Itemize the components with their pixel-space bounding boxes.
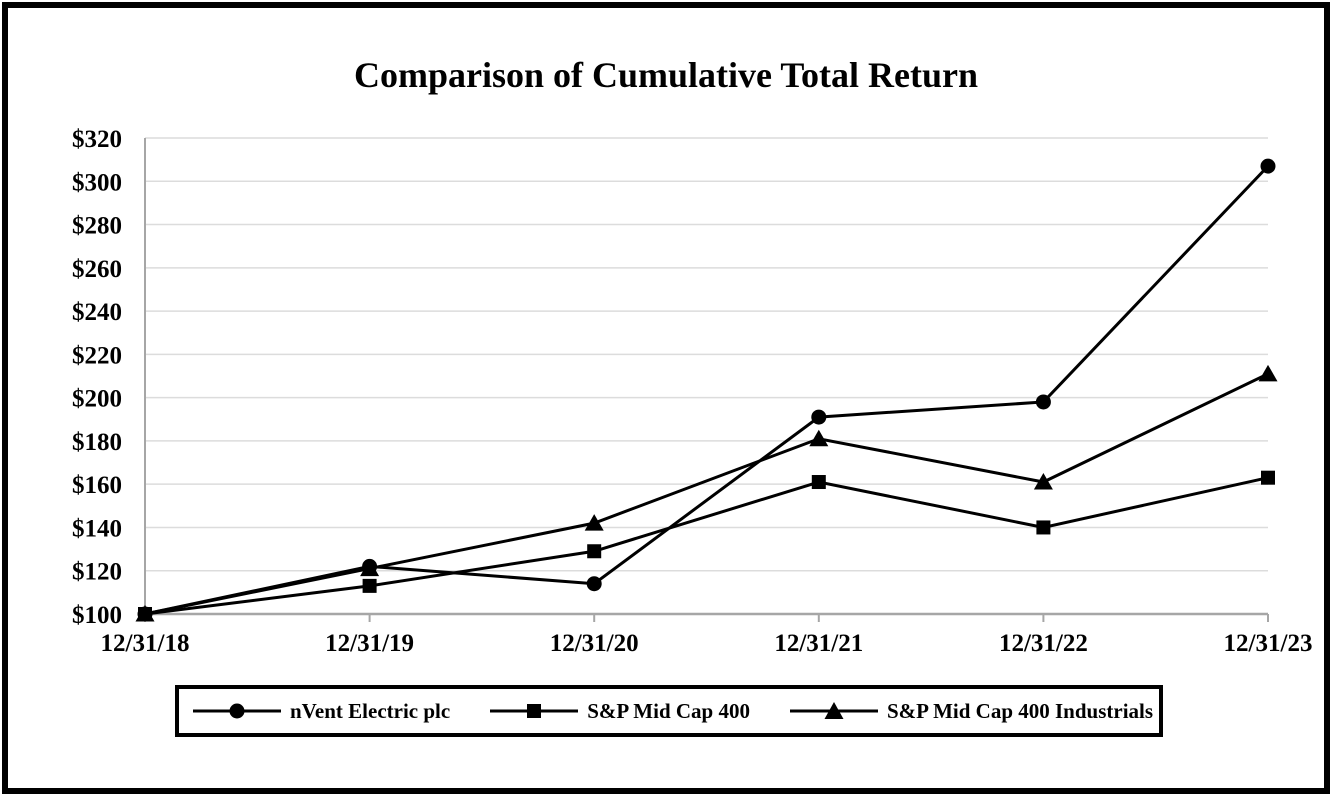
circle-marker — [1260, 158, 1276, 174]
legend: nVent Electric plc S&P Mid Cap 400 S&P M… — [175, 685, 1163, 737]
circle-marker — [811, 409, 827, 425]
triangle-marker — [809, 429, 829, 447]
legend-label-sp-mid-cap-400-industrials: S&P Mid Cap 400 Industrials — [886, 698, 1154, 723]
series-line-triangle — [144, 372, 1269, 616]
square-marker-icon — [490, 704, 579, 718]
y-tick-label: $300 — [72, 169, 122, 196]
x-tick-label: 12/31/20 — [550, 630, 639, 657]
y-tick-label: $160 — [72, 472, 122, 499]
y-tick-label: $260 — [72, 256, 122, 283]
legend-label-nvent-electric-plc: nVent Electric plc — [290, 698, 451, 723]
x-tick-label: 12/31/21 — [774, 630, 863, 657]
x-tick-label: 12/31/18 — [101, 630, 190, 657]
y-tick-label: $240 — [72, 299, 122, 326]
y-tick-label: $140 — [72, 515, 122, 542]
triangle-marker-icon — [789, 702, 878, 719]
legend-label-sp-mid-cap-400: S&P Mid Cap 400 — [587, 698, 750, 723]
x-tick-label: 12/31/23 — [1224, 630, 1313, 657]
y-tick-label: $280 — [72, 213, 122, 240]
triangle-marker — [584, 514, 604, 531]
y-tick-label: $100 — [72, 602, 122, 629]
square-marker — [587, 544, 602, 559]
square-marker — [1036, 520, 1051, 535]
legend-item-sp-mid-cap-400: S&P Mid Cap 400 — [490, 699, 750, 724]
y-tick-label: $120 — [72, 559, 122, 586]
square-marker — [811, 475, 826, 490]
legend-item-sp-mid-cap-400-industrials: S&P Mid Cap 400 Industrials — [789, 698, 1154, 724]
triangle-marker — [1033, 473, 1053, 490]
circle-marker — [1035, 394, 1051, 410]
circle-marker — [586, 576, 602, 592]
x-tick-label: 12/31/19 — [325, 630, 414, 657]
square-marker — [1261, 470, 1275, 485]
series-line-square — [144, 476, 1269, 616]
square-marker — [362, 578, 377, 593]
y-tick-label: $200 — [72, 386, 122, 413]
legend-item-nvent-electric-plc: nVent Electric plc — [193, 699, 450, 724]
y-tick-label: $220 — [72, 342, 122, 369]
y-tick-label: $320 — [72, 126, 122, 153]
series-line-circle — [144, 165, 1270, 616]
x-tick-label: 12/31/22 — [999, 630, 1088, 657]
square-marker — [138, 607, 152, 621]
triangle-marker — [360, 559, 380, 577]
triangle-marker — [1258, 364, 1278, 382]
chart-title: Comparison of Cumulative Total Return — [353, 55, 979, 95]
circle-marker-icon — [193, 703, 281, 719]
y-tick-label: $180 — [72, 429, 122, 456]
